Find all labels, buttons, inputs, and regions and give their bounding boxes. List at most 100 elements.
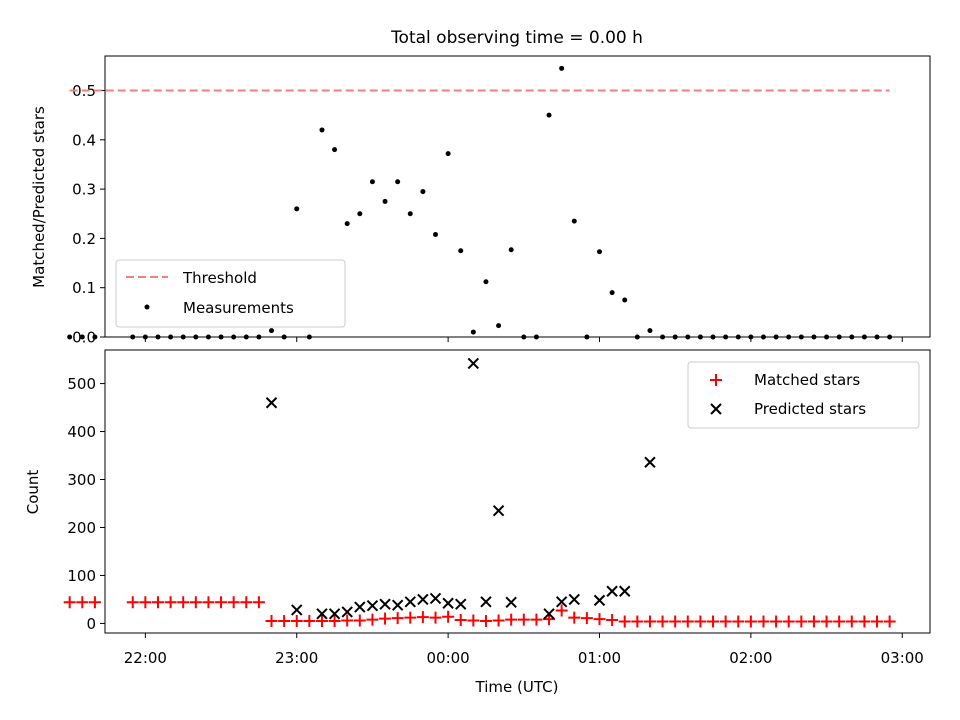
matched-stars-point <box>404 611 417 624</box>
ratio-panel-legend: Threshold Measurements <box>115 259 346 328</box>
measurement-point <box>483 279 489 285</box>
matched-stars-point <box>807 615 820 628</box>
measurement-point <box>647 328 653 334</box>
predicted-stars-legend-label: Predicted stars <box>754 400 866 418</box>
measurement-point <box>92 334 98 340</box>
matched-stars-point <box>795 615 808 628</box>
matched-stars-point <box>479 615 492 628</box>
matched-stars-point <box>517 613 530 626</box>
predicted-stars-point <box>417 593 429 606</box>
predicted-stars-point <box>328 608 341 620</box>
matched-stars-point <box>643 615 656 628</box>
measurement-point <box>508 247 514 253</box>
measurement-point <box>319 127 325 133</box>
predicted-stars-point <box>429 592 442 605</box>
matched-stars-point <box>139 596 152 609</box>
measurement-point <box>382 198 388 204</box>
measurement-point <box>445 151 451 157</box>
matched-stars-point <box>379 612 392 625</box>
measurement-point <box>269 328 275 334</box>
x-tick-label: 03:00 <box>881 649 924 667</box>
x-tick-label: 22:00 <box>124 649 167 667</box>
matched-stars-legend-label: Matched stars <box>754 371 860 389</box>
matched-stars-point <box>151 596 164 609</box>
matched-stars-point <box>606 614 619 627</box>
predicted-stars-point <box>404 596 416 608</box>
measurement-point <box>433 231 439 237</box>
measurement-point <box>622 297 628 303</box>
measurement-point <box>369 179 375 185</box>
matched-stars-point <box>883 615 896 628</box>
x-tick-label: 23:00 <box>275 649 318 667</box>
predicted-stars-point <box>379 598 391 610</box>
measurement-point <box>344 221 350 227</box>
measurement-point <box>357 211 363 217</box>
x-tick-label: 02:00 <box>729 649 772 667</box>
matched-stars-point <box>341 614 354 627</box>
count-panel-ticks: 22:00 23:00 00:00 01:00 02:00 03:00 0 100 200 300… <box>67 375 924 667</box>
matched-stars-point <box>744 615 757 628</box>
measurements-legend-label: Measurements <box>183 299 294 317</box>
matched-stars-point <box>290 615 303 628</box>
predicted-stars-point <box>467 357 480 370</box>
matched-stars-point <box>757 615 770 628</box>
matched-stars-point <box>265 615 278 628</box>
count-panel-frame <box>104 349 931 634</box>
matched-stars-point <box>492 614 505 627</box>
matched-stars-point <box>315 615 328 628</box>
count-panel-data <box>63 357 896 628</box>
measurement-point <box>395 179 401 185</box>
predicted-stars-point <box>391 599 404 611</box>
predicted-stars-point <box>291 604 303 616</box>
threshold-legend-label: Threshold <box>182 269 257 287</box>
matched-stars-point <box>189 596 202 609</box>
measurements-legend-swatch <box>144 304 150 310</box>
matched-stars-point <box>454 614 467 627</box>
matched-stars-point <box>202 596 215 609</box>
matched-stars-point <box>719 615 732 628</box>
matched-stars-point <box>366 613 379 626</box>
matched-stars-point <box>442 610 455 623</box>
matched-stars-point <box>845 615 858 628</box>
predicted-stars-legend-swatch <box>710 403 722 415</box>
ratio-panel-ticks: 0.00.10.20.30.40.5 <box>72 82 903 347</box>
count-legend-box <box>687 361 920 429</box>
predicted-stars-point <box>568 593 580 606</box>
ratio-panel-y-axis-label: Matched/Predicted stars <box>30 106 48 288</box>
x-tick-label: 01:00 <box>578 649 621 667</box>
x-axis-label: Time (UTC) <box>475 678 559 696</box>
matched-stars-point <box>568 611 581 624</box>
predicted-stars-point <box>505 596 517 609</box>
ratio-y-tick-label: 0.1 <box>72 279 96 297</box>
predicted-stars-point <box>366 599 379 612</box>
matched-stars-point <box>164 596 177 609</box>
matched-stars-point <box>240 596 253 609</box>
matched-stars-point <box>820 615 833 628</box>
count-y-tick-label: 400 <box>67 423 96 441</box>
ratio-panel: 0.00.10.20.30.40.5 Matched/Predicted sta… <box>30 55 931 347</box>
count-panel-legend: Matched stars Predicted stars <box>687 361 920 429</box>
predicted-stars-point <box>543 608 555 620</box>
matched-stars-point <box>505 613 518 626</box>
matched-stars-point <box>694 615 707 628</box>
predicted-stars-point <box>492 504 505 517</box>
matched-stars-point <box>328 615 341 628</box>
matched-stars-point <box>669 615 682 628</box>
measurement-point <box>546 112 552 118</box>
predicted-stars-point <box>354 601 366 613</box>
predicted-stars-point <box>341 606 353 618</box>
matched-stars-point <box>63 596 76 609</box>
count-panel: 22:00 23:00 00:00 01:00 02:00 03:00 0 100 200 300… <box>24 349 931 696</box>
measurement-point <box>67 334 73 340</box>
count-y-tick-label: 0 <box>86 615 96 633</box>
matched-stars-point <box>429 611 442 624</box>
measurement-point <box>458 248 464 254</box>
matched-stars-point <box>278 615 291 628</box>
ratio-legend-box <box>115 259 346 328</box>
count-y-tick-label: 100 <box>67 567 96 585</box>
count-panel-y-axis-label: Count <box>24 470 42 515</box>
matched-stars-point <box>126 596 139 609</box>
count-y-tick-label: 500 <box>67 375 96 393</box>
predicted-stars-point <box>555 596 568 608</box>
matched-stars-point <box>252 596 265 609</box>
